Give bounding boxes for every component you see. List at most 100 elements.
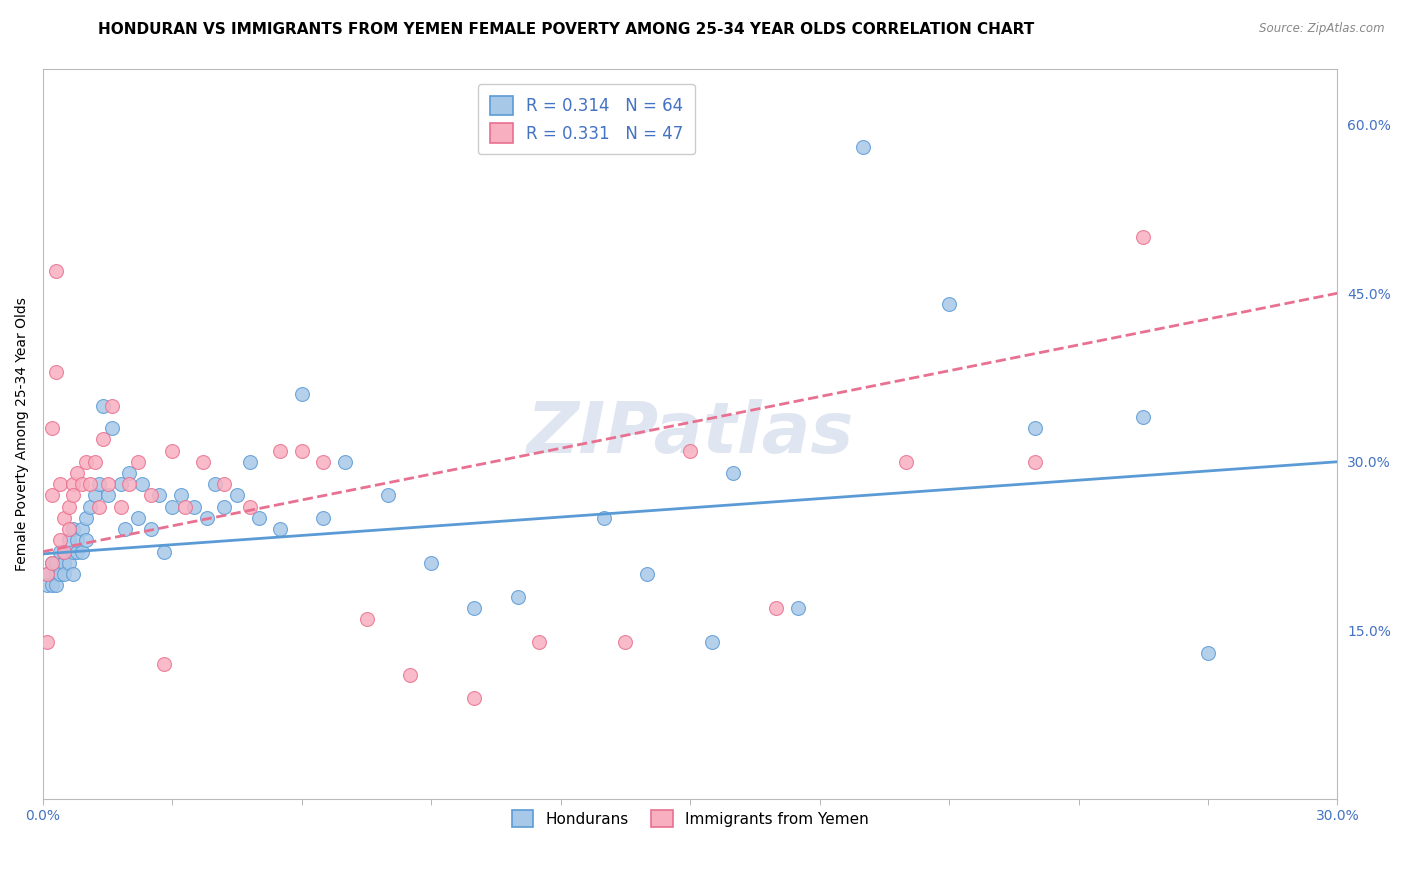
Point	[91, 432, 114, 446]
Point	[131, 477, 153, 491]
Point	[70, 544, 93, 558]
Point	[97, 488, 120, 502]
Point	[53, 544, 76, 558]
Point	[70, 477, 93, 491]
Point	[765, 600, 787, 615]
Point	[938, 297, 960, 311]
Legend: Hondurans, Immigrants from Yemen: Hondurans, Immigrants from Yemen	[503, 802, 876, 835]
Point	[45, 556, 67, 570]
Point	[162, 443, 184, 458]
Text: Source: ZipAtlas.com: Source: ZipAtlas.com	[1260, 22, 1385, 36]
Point	[1132, 409, 1154, 424]
Point	[49, 477, 72, 491]
Point	[75, 511, 97, 525]
Point	[191, 455, 214, 469]
Point	[66, 544, 89, 558]
Point	[592, 511, 614, 525]
Point	[420, 556, 443, 570]
Point	[118, 466, 141, 480]
Point	[614, 634, 637, 648]
Point	[45, 578, 67, 592]
Point	[41, 556, 63, 570]
Point	[75, 455, 97, 469]
Point	[62, 544, 84, 558]
Point	[37, 567, 59, 582]
Point	[58, 500, 80, 514]
Point	[53, 511, 76, 525]
Point	[53, 544, 76, 558]
Point	[333, 455, 356, 469]
Point	[45, 567, 67, 582]
Point	[53, 556, 76, 570]
Point	[312, 511, 335, 525]
Point	[377, 488, 399, 502]
Point	[291, 443, 314, 458]
Point	[269, 443, 291, 458]
Point	[83, 455, 105, 469]
Point	[62, 488, 84, 502]
Point	[152, 544, 174, 558]
Point	[91, 399, 114, 413]
Point	[101, 421, 124, 435]
Point	[291, 387, 314, 401]
Point	[204, 477, 226, 491]
Point	[1197, 646, 1219, 660]
Point	[37, 634, 59, 648]
Point	[79, 477, 101, 491]
Point	[174, 500, 197, 514]
Point	[269, 522, 291, 536]
Point	[1024, 421, 1046, 435]
Point	[162, 500, 184, 514]
Point	[70, 522, 93, 536]
Point	[239, 455, 262, 469]
Point	[41, 578, 63, 592]
Point	[45, 264, 67, 278]
Point	[700, 634, 723, 648]
Point	[679, 443, 702, 458]
Point	[37, 578, 59, 592]
Point	[83, 488, 105, 502]
Point	[463, 600, 485, 615]
Point	[118, 477, 141, 491]
Point	[148, 488, 170, 502]
Point	[66, 533, 89, 548]
Point	[226, 488, 249, 502]
Point	[139, 488, 162, 502]
Point	[463, 690, 485, 705]
Point	[37, 567, 59, 582]
Point	[41, 556, 63, 570]
Point	[97, 477, 120, 491]
Point	[62, 522, 84, 536]
Point	[212, 477, 235, 491]
Point	[58, 522, 80, 536]
Point	[212, 500, 235, 514]
Point	[87, 500, 110, 514]
Point	[58, 556, 80, 570]
Point	[195, 511, 218, 525]
Point	[1024, 455, 1046, 469]
Text: HONDURAN VS IMMIGRANTS FROM YEMEN FEMALE POVERTY AMONG 25-34 YEAR OLDS CORRELATI: HONDURAN VS IMMIGRANTS FROM YEMEN FEMALE…	[98, 22, 1035, 37]
Point	[79, 500, 101, 514]
Point	[636, 567, 658, 582]
Point	[53, 567, 76, 582]
Point	[75, 533, 97, 548]
Point	[110, 500, 132, 514]
Point	[139, 522, 162, 536]
Point	[49, 567, 72, 582]
Point	[852, 140, 875, 154]
Point	[506, 590, 529, 604]
Point	[527, 634, 550, 648]
Point	[1132, 230, 1154, 244]
Point	[41, 488, 63, 502]
Point	[110, 477, 132, 491]
Point	[114, 522, 136, 536]
Point	[127, 511, 149, 525]
Point	[49, 544, 72, 558]
Point	[152, 657, 174, 671]
Point	[45, 365, 67, 379]
Point	[787, 600, 810, 615]
Point	[127, 455, 149, 469]
Point	[312, 455, 335, 469]
Point	[101, 399, 124, 413]
Point	[41, 421, 63, 435]
